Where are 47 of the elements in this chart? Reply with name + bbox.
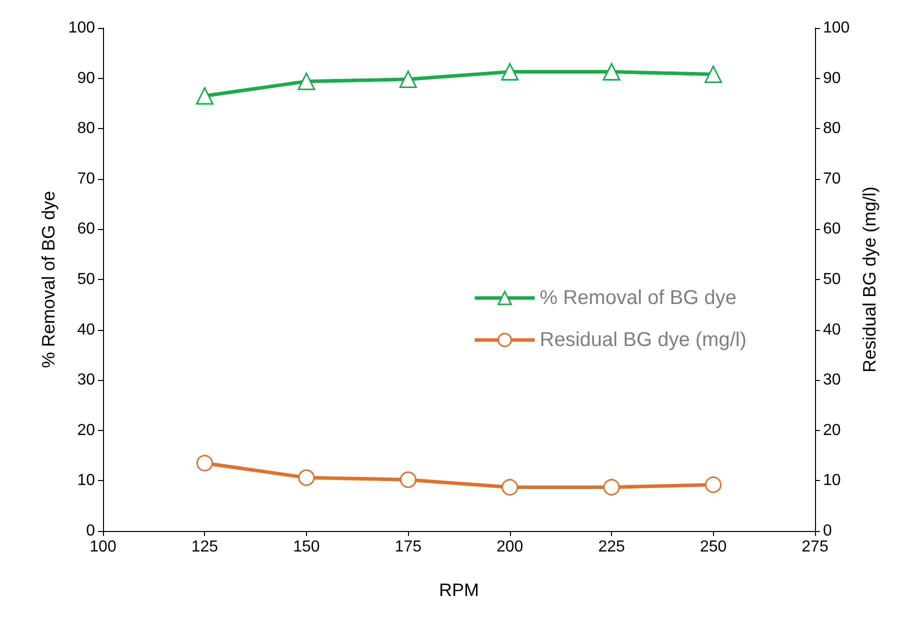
y2-tick-label: 30 [823, 372, 841, 389]
y2-tick-label: 0 [823, 522, 832, 540]
y-tick-label: 70 [77, 170, 96, 188]
x-axis-title: RPM [439, 580, 479, 600]
y-tick-label: 40 [77, 321, 96, 338]
y2-tick-label: 10 [823, 472, 841, 490]
x-tick-label: 275 [802, 538, 828, 556]
point [298, 72, 316, 90]
x-tick-label: 225 [598, 538, 626, 556]
point [705, 476, 722, 493]
y-tick-label: 80 [77, 120, 96, 138]
y-tick-label: 30 [77, 372, 96, 389]
legend-label: % Removal of BG dye [540, 287, 736, 309]
y-tick-label: 0 [86, 522, 96, 540]
x-tick-label: 200 [496, 538, 524, 556]
y2-axis-title: Residual BG dye (mg/l) [860, 186, 880, 373]
y-tick-label: 90 [77, 70, 96, 87]
point [704, 66, 722, 84]
x-tick-label: 150 [293, 538, 320, 556]
point [298, 469, 315, 486]
y2-tick-label: 40 [823, 321, 841, 338]
y-tick-label: 60 [77, 220, 96, 238]
x-tick-label: 175 [394, 538, 422, 556]
y-axis-title: % Removal of BG dye [38, 190, 58, 368]
y2-tick-label: 80 [823, 120, 841, 138]
point [400, 471, 416, 488]
y-tick-label: 100 [68, 20, 96, 36]
x-tick-label: 250 [700, 538, 727, 556]
y2-tick-label: 60 [823, 220, 841, 238]
y-tick-label: 50 [77, 271, 96, 288]
point [603, 478, 620, 496]
x-tick-label: 125 [191, 538, 218, 556]
y2-tick-label: 100 [823, 20, 850, 36]
y2-tick-label: 20 [823, 422, 841, 439]
point [399, 70, 417, 88]
y-tick-label: 10 [77, 472, 96, 490]
x-tick-label: 100 [90, 538, 116, 556]
y2-tick-label: 70 [823, 170, 841, 188]
legend-label: Residual BG dye (mg/l) [540, 329, 746, 351]
point [196, 87, 214, 105]
point [501, 63, 519, 81]
y2-tick-label: 50 [823, 271, 841, 288]
point [502, 478, 518, 496]
y-tick-label: 20 [77, 422, 96, 439]
point [196, 454, 213, 472]
point [602, 63, 620, 81]
y2-tick-label: 90 [823, 70, 841, 87]
